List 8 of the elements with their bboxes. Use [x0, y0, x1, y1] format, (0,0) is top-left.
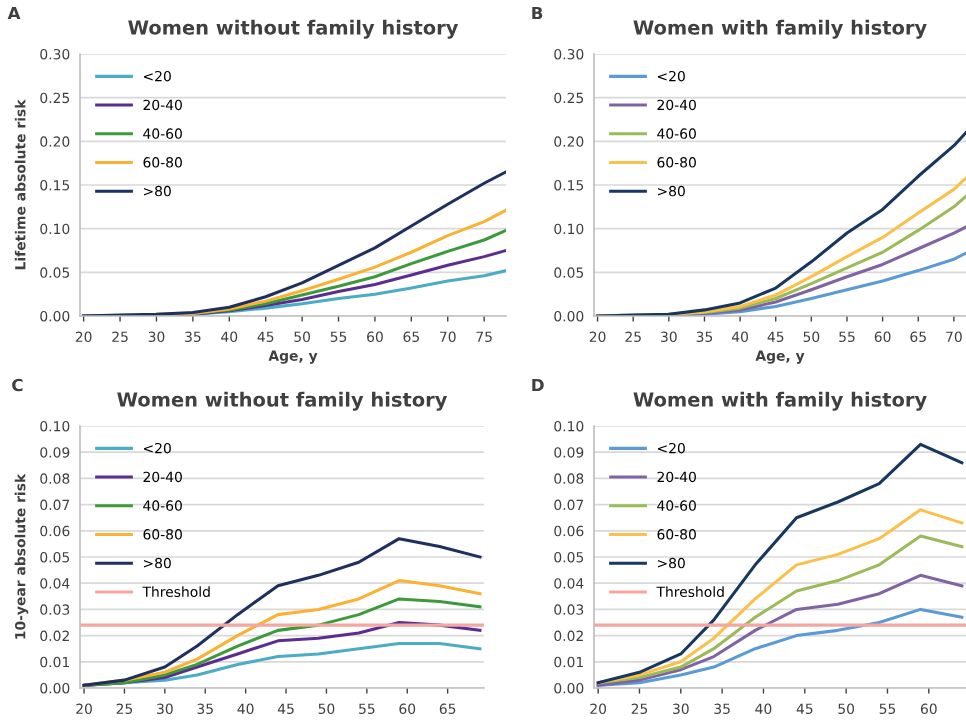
chart-title: Women without family history: [117, 391, 448, 411]
chart-title: Women without family history: [128, 19, 459, 39]
chart-title: Women with family history: [633, 391, 927, 411]
text: B: [532, 6, 543, 20]
text: D: [532, 378, 544, 392]
text: A: [7, 6, 21, 20]
text: C: [12, 378, 23, 392]
chart-title: Women with family history: [633, 19, 927, 39]
